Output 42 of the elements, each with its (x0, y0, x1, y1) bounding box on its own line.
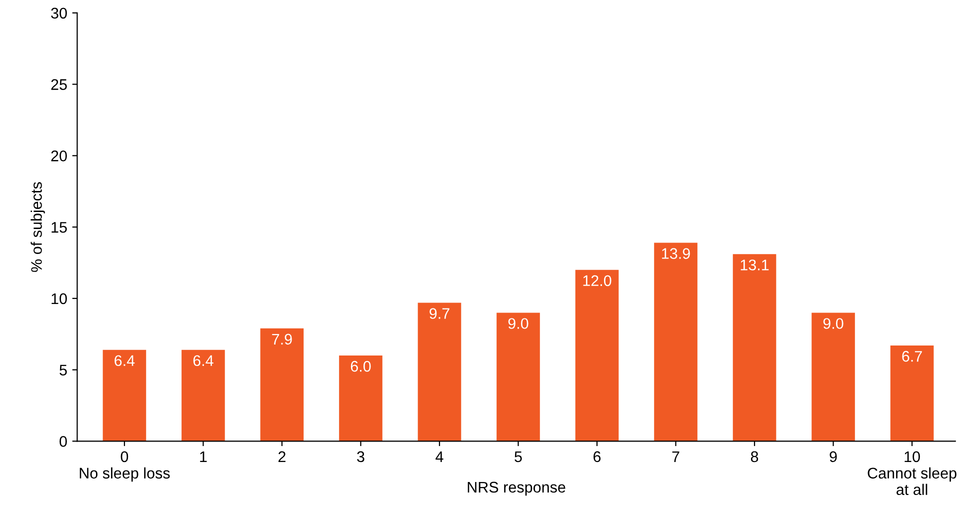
bar (102, 350, 146, 442)
data-label: 9.7 (430, 308, 450, 319)
bar (182, 350, 225, 442)
x-tick-label: 8 (750, 451, 758, 462)
x-tick-label: 5 (514, 451, 522, 462)
bar (496, 312, 540, 442)
y-tick-label: 20 (51, 150, 67, 162)
data-label: 9.0 (823, 318, 844, 329)
bar (339, 356, 382, 442)
y-axis-title: % of subjects (30, 182, 45, 272)
bar (812, 312, 855, 442)
data-label: 7.9 (272, 334, 292, 345)
bar (654, 242, 698, 442)
data-label: 13.1 (740, 260, 769, 270)
data-label: 9.0 (508, 318, 528, 329)
data-label: 12.0 (583, 275, 612, 286)
bar (890, 346, 934, 442)
y-tick-label: 30 (51, 8, 67, 19)
x-tick-label: 2 (278, 451, 286, 462)
data-label: 6.4 (114, 355, 135, 366)
x-tick-label: 3 (357, 451, 364, 462)
y-tick-label: 5 (60, 364, 67, 376)
data-label: 6.4 (193, 355, 214, 366)
data-label: 6.7 (902, 350, 922, 362)
bar (732, 254, 776, 442)
x-axis-title: NRS response (468, 482, 566, 496)
x-tick-label: 4 (436, 451, 444, 462)
x-tick-label: 9 (830, 451, 837, 462)
bar (260, 328, 304, 442)
y-tick-label: 10 (52, 293, 67, 304)
y-tick-label: 15 (52, 222, 67, 233)
bar (418, 302, 462, 442)
x-tick-label: 0 No sleep loss (80, 451, 170, 482)
y-tick-label: 25 (51, 79, 67, 90)
x-tick-label: 1 (200, 451, 207, 462)
data-label: 13.9 (662, 248, 690, 259)
x-tick-label: 6 (594, 451, 601, 462)
x-tick-label: 10 Cannot sleep at all (868, 451, 956, 496)
data-label: 6.0 (350, 360, 371, 372)
y-tick-label: 0 (60, 436, 67, 447)
bar (575, 270, 619, 442)
x-tick-label: 7 (672, 451, 680, 462)
